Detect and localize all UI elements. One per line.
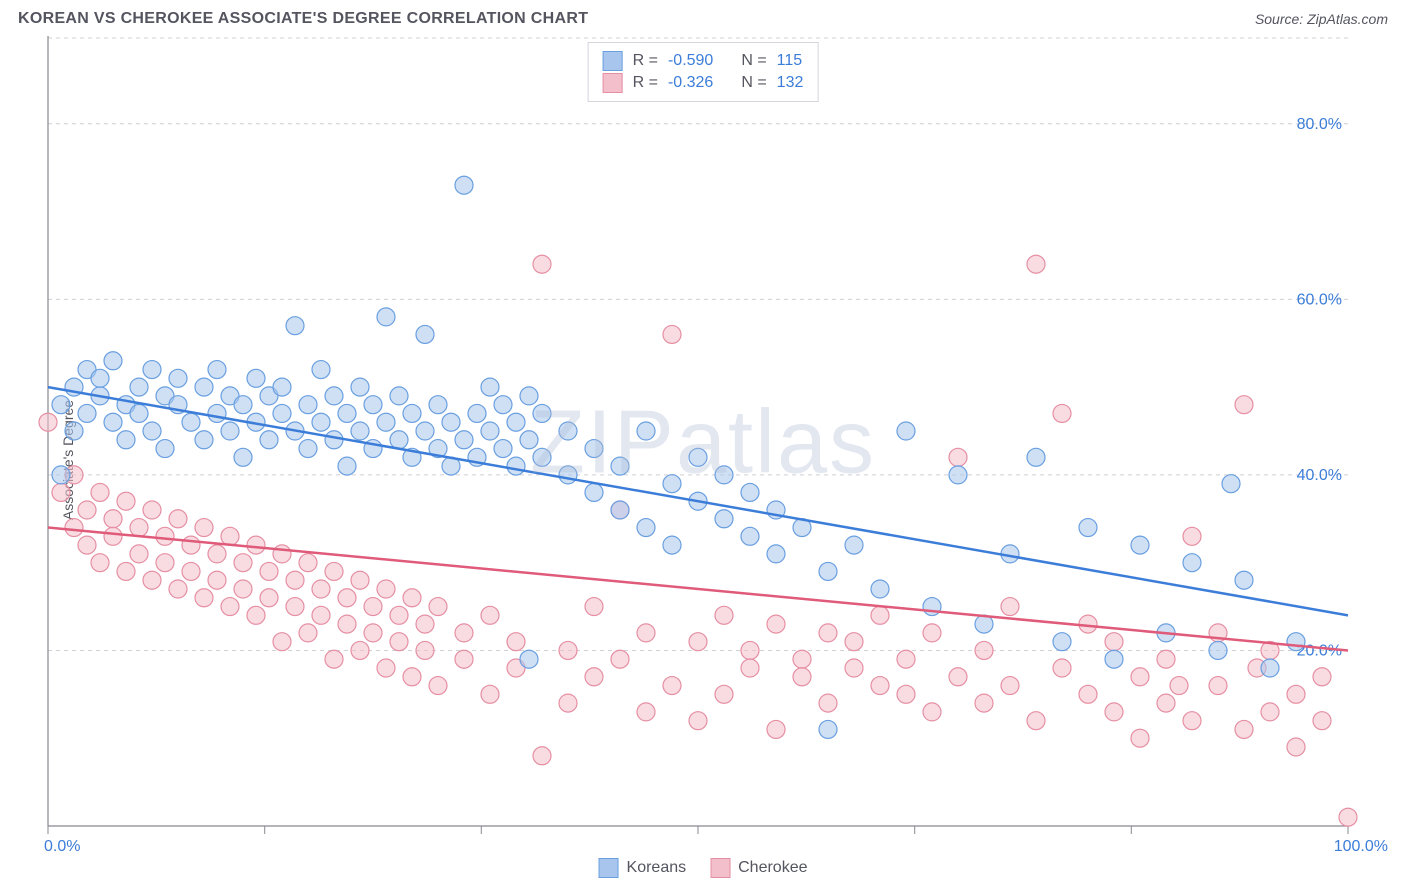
- scatter-plot-svg: 20.0%40.0%60.0%80.0%: [0, 36, 1406, 884]
- chart-source: Source: ZipAtlas.com: [1255, 11, 1388, 27]
- legend-row-cherokee: R = -0.326 N = 132: [603, 73, 804, 93]
- svg-text:60.0%: 60.0%: [1297, 291, 1342, 308]
- correlation-legend: R = -0.590 N = 115 R = -0.326 N = 132: [588, 42, 819, 102]
- legend-row-koreans: R = -0.590 N = 115: [603, 51, 804, 71]
- swatch-cherokee: [603, 73, 623, 93]
- svg-text:80.0%: 80.0%: [1297, 116, 1342, 133]
- chart-area: Associate's Degree R = -0.590 N = 115 R …: [0, 36, 1406, 884]
- swatch-koreans: [603, 51, 623, 71]
- svg-text:40.0%: 40.0%: [1297, 467, 1342, 484]
- chart-header: KOREAN VS CHEROKEE ASSOCIATE'S DEGREE CO…: [0, 0, 1406, 36]
- chart-title: KOREAN VS CHEROKEE ASSOCIATE'S DEGREE CO…: [18, 10, 588, 28]
